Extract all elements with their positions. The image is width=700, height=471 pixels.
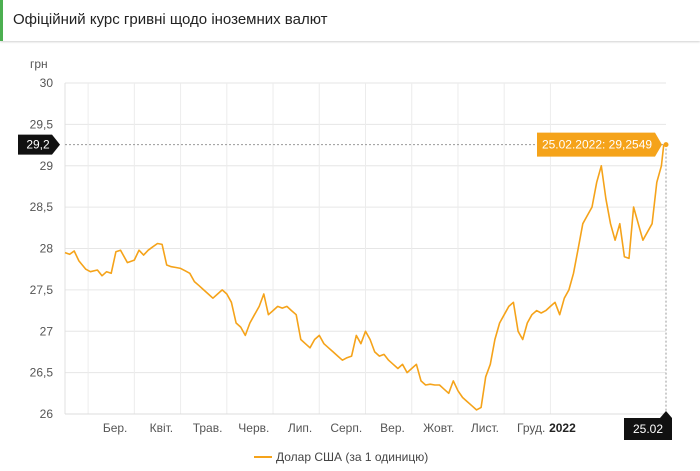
y-tick-label: 27,5 (30, 283, 54, 297)
cursor-x-label-box (624, 411, 672, 440)
cursor-x-label: 25.02 (624, 411, 672, 440)
x-tick-label: Трав. (193, 421, 223, 435)
x-tick-label: Лист. (471, 421, 499, 435)
cursor-x-label-text: 25.02 (633, 422, 663, 436)
x-tick-label: Квіт. (150, 421, 174, 435)
x-tick-label: Черв. (238, 421, 269, 435)
y-axis-unit-label: грн (30, 57, 48, 71)
y-tick-label: 29,5 (30, 117, 54, 131)
cursor: 29,2 25.02 25.02.2022: 29,2549 (18, 132, 672, 440)
y-tick-label: 30 (40, 76, 54, 90)
x-tick-label: Лип. (288, 421, 312, 435)
grid (64, 82, 666, 415)
y-axis: 30 29,5 29 28,5 28 27,5 27 26,5 26 (30, 76, 54, 421)
chart-header-title: Офіційний курс гривні щодо іноземних вал… (13, 11, 328, 28)
y-tick-label: 28 (40, 242, 54, 256)
y-tick-label: 26,5 (30, 366, 54, 380)
cursor-point (663, 142, 669, 148)
x-tick-label: 2022 (549, 421, 576, 435)
x-tick-label: Вер. (380, 421, 405, 435)
x-tick-label: Жовт. (423, 421, 454, 435)
legend[interactable]: Долар США (за 1 одиницю) (254, 450, 428, 464)
y-tick-label: 26 (40, 407, 54, 421)
y-tick-label: 27 (40, 324, 54, 338)
y-tick-label: 29 (40, 159, 54, 173)
x-tick-label: Бер. (103, 421, 128, 435)
x-axis: Бер. Квіт. Трав. Черв. Лип. Серп. Вер. Жовт. Лис… (103, 421, 576, 435)
tooltip-text: 25.02.2022: 29,2549 (542, 138, 652, 152)
series-line-usd (64, 143, 667, 411)
x-tick-label: Серп. (330, 421, 362, 435)
x-tick-label: Груд. (517, 421, 545, 435)
cursor-y-label-text: 29,2 (26, 138, 50, 152)
chart-header: Офіційний курс гривні щодо іноземних вал… (0, 0, 700, 41)
cursor-y-label-box (18, 134, 60, 155)
cursor-y-label: 29,2 (18, 134, 60, 155)
legend-label[interactable]: Долар США (за 1 одиницю) (276, 450, 428, 464)
tooltip-box (537, 132, 662, 157)
tooltip: 25.02.2022: 29,2549 (537, 132, 662, 157)
y-tick-label: 28,5 (30, 200, 54, 214)
